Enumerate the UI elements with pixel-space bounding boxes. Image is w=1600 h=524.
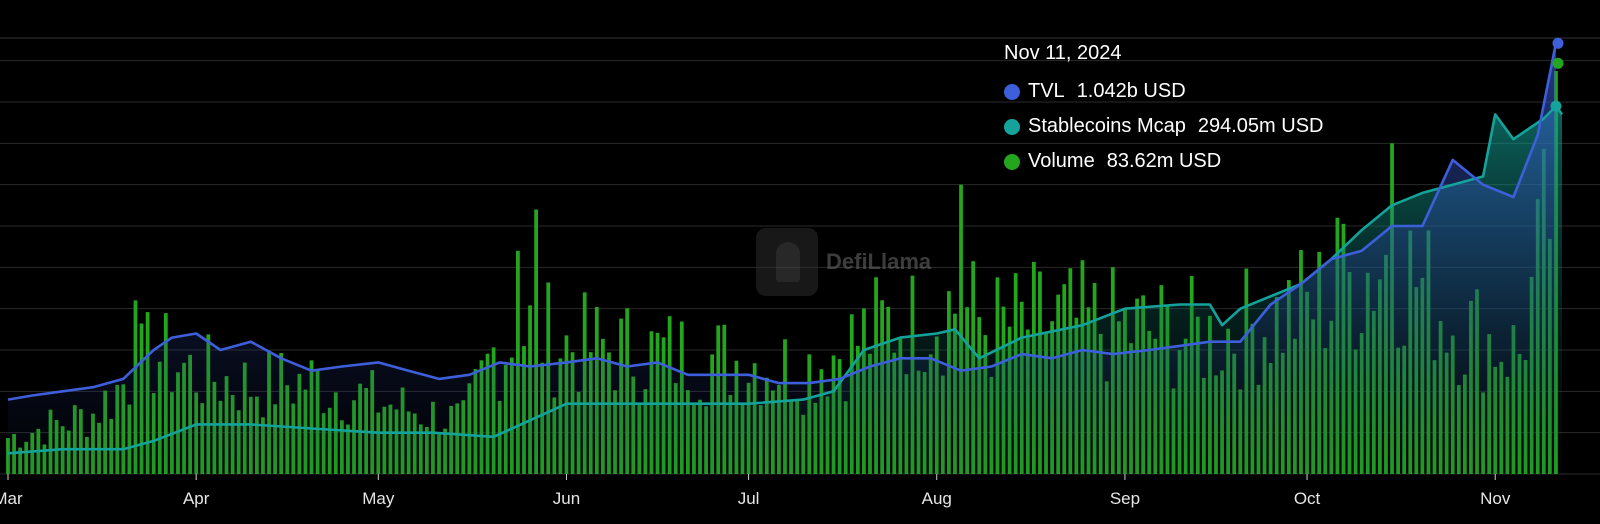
volume-dot-icon — [1004, 153, 1020, 170]
tooltip-row-tvl: TVL 1.042b USD — [1004, 74, 1324, 109]
stablecoins-dot-icon — [1004, 118, 1020, 135]
tooltip: Nov 11, 2024 TVL 1.042b USD Stablecoins … — [1004, 42, 1324, 179]
volume-bar — [959, 184, 963, 474]
stablecoins-marker — [1550, 100, 1562, 112]
volume-marker — [1552, 57, 1564, 69]
tooltip-row-stablecoins: Stablecoins Mcap 294.05m USD — [1004, 109, 1324, 144]
tvl-area — [8, 43, 1556, 475]
x-axis: Mar Apr May Jun Jul Aug Sep Oct Nov — [0, 474, 1511, 508]
stablecoins-mcap-line — [7, 104, 1564, 455]
watermark: DefiLlama — [756, 228, 931, 296]
series-lines — [7, 43, 1564, 455]
series-areas — [8, 43, 1562, 475]
x-tick-label: Mar — [0, 489, 23, 508]
tooltip-series-value: 83.62m USD — [1106, 150, 1222, 172]
tvl-marker — [1552, 37, 1564, 49]
x-tick-label: Sep — [1110, 489, 1140, 508]
series-endpoints — [1550, 37, 1564, 112]
tooltip-series-value: 294.05m USD — [1197, 115, 1324, 137]
x-tick-label: Jun — [553, 489, 580, 508]
x-tick-label: Apr — [183, 489, 210, 508]
x-tick-label: Nov — [1480, 489, 1511, 508]
x-tick-label: Jul — [738, 489, 760, 508]
x-tick-label: Oct — [1294, 489, 1321, 508]
tooltip-row-volume: Volume 83.62m USD — [1004, 144, 1324, 179]
tvl-dot-icon — [1004, 83, 1020, 100]
tooltip-series-value: 1.042b USD — [1076, 80, 1186, 102]
volume-bar — [516, 250, 520, 474]
x-tick-label: May — [362, 489, 395, 508]
llama-logo-icon — [756, 228, 818, 296]
tvl-line — [7, 43, 1558, 401]
tooltip-series-name: Volume — [1028, 150, 1095, 172]
tooltip-date: Nov 11, 2024 — [1004, 42, 1122, 64]
watermark-text: DefiLlama — [826, 249, 932, 274]
volume-bar — [534, 209, 538, 474]
tooltip-series-name: TVL — [1028, 80, 1065, 102]
x-tick-label: Aug — [922, 489, 952, 508]
tooltip-series-name: Stablecoins Mcap — [1028, 115, 1186, 137]
